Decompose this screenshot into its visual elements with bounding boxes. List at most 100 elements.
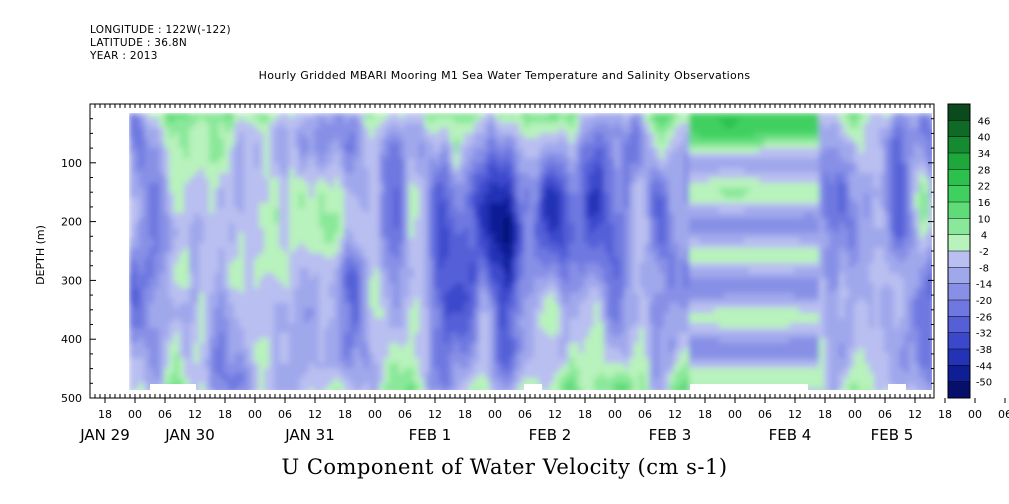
field-cell xyxy=(264,248,270,254)
field-cell xyxy=(454,388,460,390)
field-cell xyxy=(434,138,440,144)
field-cell xyxy=(169,248,175,254)
field-cell xyxy=(439,363,445,369)
field-cell xyxy=(129,183,135,189)
field-cell xyxy=(249,148,255,154)
field-cell xyxy=(464,238,470,244)
field-cell xyxy=(484,278,490,284)
field-cell xyxy=(384,388,390,390)
field-cell xyxy=(379,123,385,129)
field-cell xyxy=(574,113,580,119)
field-cell xyxy=(364,233,370,239)
field-cell xyxy=(184,138,190,144)
field-cell xyxy=(529,333,535,339)
field-cell xyxy=(334,268,340,274)
field-cell xyxy=(434,168,440,174)
field-cell xyxy=(359,163,365,169)
field-cell xyxy=(514,263,520,269)
field-cell xyxy=(289,248,295,254)
field-cell xyxy=(264,303,270,309)
field-cell xyxy=(264,158,270,164)
field-cell xyxy=(539,213,545,219)
field-cell xyxy=(494,143,500,149)
field-cell xyxy=(369,353,375,359)
field-cell xyxy=(179,323,185,329)
field-cell xyxy=(264,213,270,219)
field-cell xyxy=(574,153,580,159)
field-cell xyxy=(479,268,485,274)
field-cell xyxy=(384,288,390,294)
field-cell xyxy=(464,333,470,339)
field-cell xyxy=(439,113,445,119)
field-cell xyxy=(409,368,415,374)
field-cell xyxy=(504,223,510,229)
field-cell xyxy=(444,168,450,174)
field-cell xyxy=(379,283,385,289)
field-cell xyxy=(309,118,315,124)
field-cell xyxy=(274,178,280,184)
field-cell xyxy=(214,368,220,374)
field-cell xyxy=(354,368,360,374)
field-cell xyxy=(349,133,355,139)
field-cell xyxy=(399,348,405,354)
field-cell xyxy=(424,158,430,164)
field-cell xyxy=(479,373,485,379)
field-cell xyxy=(159,223,165,229)
field-cell xyxy=(304,153,310,159)
field-cell xyxy=(449,228,455,234)
field-cell xyxy=(174,123,180,129)
header-year: YEAR : 2013 xyxy=(90,50,158,62)
field-cell xyxy=(284,208,290,214)
field-cell xyxy=(364,243,370,249)
field-cell xyxy=(169,233,175,239)
field-cell xyxy=(414,248,420,254)
field-cell xyxy=(484,193,490,199)
field-cell xyxy=(244,113,250,119)
field-cell xyxy=(199,348,205,354)
field-cell xyxy=(224,273,230,279)
field-cell xyxy=(539,268,545,274)
field-cell xyxy=(409,318,415,324)
field-cell xyxy=(169,363,175,369)
field-cell xyxy=(389,348,395,354)
field-cell xyxy=(314,263,320,269)
field-cell xyxy=(259,293,265,299)
field-cell xyxy=(424,143,430,149)
field-cell xyxy=(549,123,555,129)
field-cell xyxy=(444,178,450,184)
field-cell xyxy=(379,113,385,119)
field-cell xyxy=(539,218,545,224)
field-cell xyxy=(389,168,395,174)
field-cell xyxy=(424,358,430,364)
field-cell xyxy=(299,333,305,339)
field-cell xyxy=(349,128,355,134)
field-cell xyxy=(519,298,525,304)
field-cell xyxy=(149,278,155,284)
field-cell xyxy=(389,283,395,289)
field-cell xyxy=(349,263,355,269)
field-cell xyxy=(504,313,510,319)
field-cell xyxy=(344,133,350,139)
field-cell xyxy=(194,263,200,269)
field-cell xyxy=(324,233,330,239)
field-cell xyxy=(129,153,135,159)
field-cell xyxy=(314,233,320,239)
field-cell xyxy=(554,343,560,349)
field-cell xyxy=(129,288,135,294)
field-cell xyxy=(269,383,275,389)
field-cell xyxy=(429,123,435,129)
field-cell xyxy=(339,383,345,389)
field-cell xyxy=(544,348,550,354)
field-cell xyxy=(294,153,300,159)
field-cell xyxy=(239,233,245,239)
field-cell xyxy=(344,313,350,319)
field-cell xyxy=(399,138,405,144)
field-cell xyxy=(244,178,250,184)
field-cell xyxy=(449,308,455,314)
field-cell xyxy=(519,323,525,329)
field-cell xyxy=(514,268,520,274)
field-cell xyxy=(454,268,460,274)
field-cell xyxy=(424,253,430,259)
field-cell xyxy=(229,353,235,359)
field-cell xyxy=(354,353,360,359)
